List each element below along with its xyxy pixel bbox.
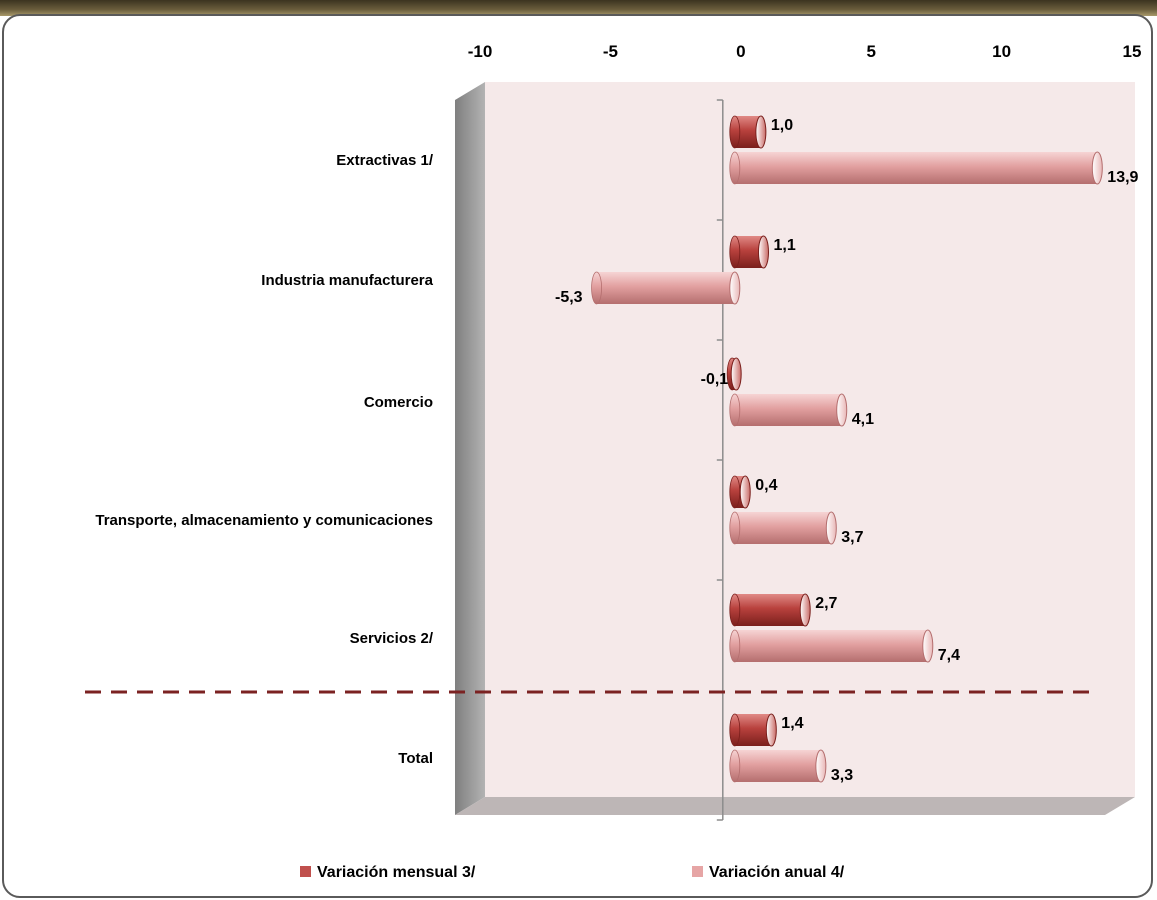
data-label: 1,1: [773, 237, 795, 254]
bar-monthly: [729, 235, 769, 269]
bar-annual: [591, 271, 741, 305]
x-tick-label: 10: [992, 42, 1011, 61]
category-label: Comercio: [364, 394, 433, 411]
plot-side-wall: [455, 82, 485, 815]
legend-label: Variación anual 4/: [709, 864, 845, 881]
data-label: 0,4: [755, 477, 777, 494]
plot-floor: [455, 797, 1135, 815]
bar-annual: [729, 151, 1103, 185]
legend-label: Variación mensual 3/: [317, 864, 476, 881]
data-label: 1,0: [771, 117, 793, 134]
data-label: 2,7: [815, 595, 837, 612]
bar-annual: [729, 511, 837, 545]
bar-monthly: [729, 115, 767, 149]
legend-swatch: [692, 866, 703, 877]
bar-monthly: [729, 593, 811, 627]
category-label: Transporte, almacenamiento y comunicacio…: [95, 512, 433, 529]
window-frame-top: [0, 0, 1157, 16]
x-tick-label: 0: [736, 42, 745, 61]
x-tick-label: -10: [468, 42, 493, 61]
data-label: 3,7: [841, 529, 863, 546]
bar-monthly: [726, 357, 742, 391]
data-label: 4,1: [852, 411, 874, 428]
category-label: Extractivas 1/: [336, 152, 434, 169]
category-label: Servicios 2/: [350, 630, 434, 647]
bar-annual: [729, 749, 827, 783]
x-tick-label: 15: [1123, 42, 1142, 61]
plot-back-wall: [485, 82, 1135, 797]
data-label: -5,3: [555, 289, 583, 306]
data-label: 1,4: [781, 715, 803, 732]
bar-monthly: [729, 713, 777, 747]
bar-annual: [729, 629, 934, 663]
data-label: 7,4: [938, 647, 960, 664]
bar-annual: [729, 393, 848, 427]
bar-monthly: [729, 475, 751, 509]
x-tick-label: -5: [603, 42, 618, 61]
legend-swatch: [300, 866, 311, 877]
data-label: -0,1: [701, 371, 729, 388]
category-label: Industria manufacturera: [261, 272, 433, 289]
data-label: 13,9: [1107, 169, 1138, 186]
x-tick-label: 5: [866, 42, 875, 61]
category-label: Total: [398, 750, 433, 767]
data-label: 3,3: [831, 767, 853, 784]
